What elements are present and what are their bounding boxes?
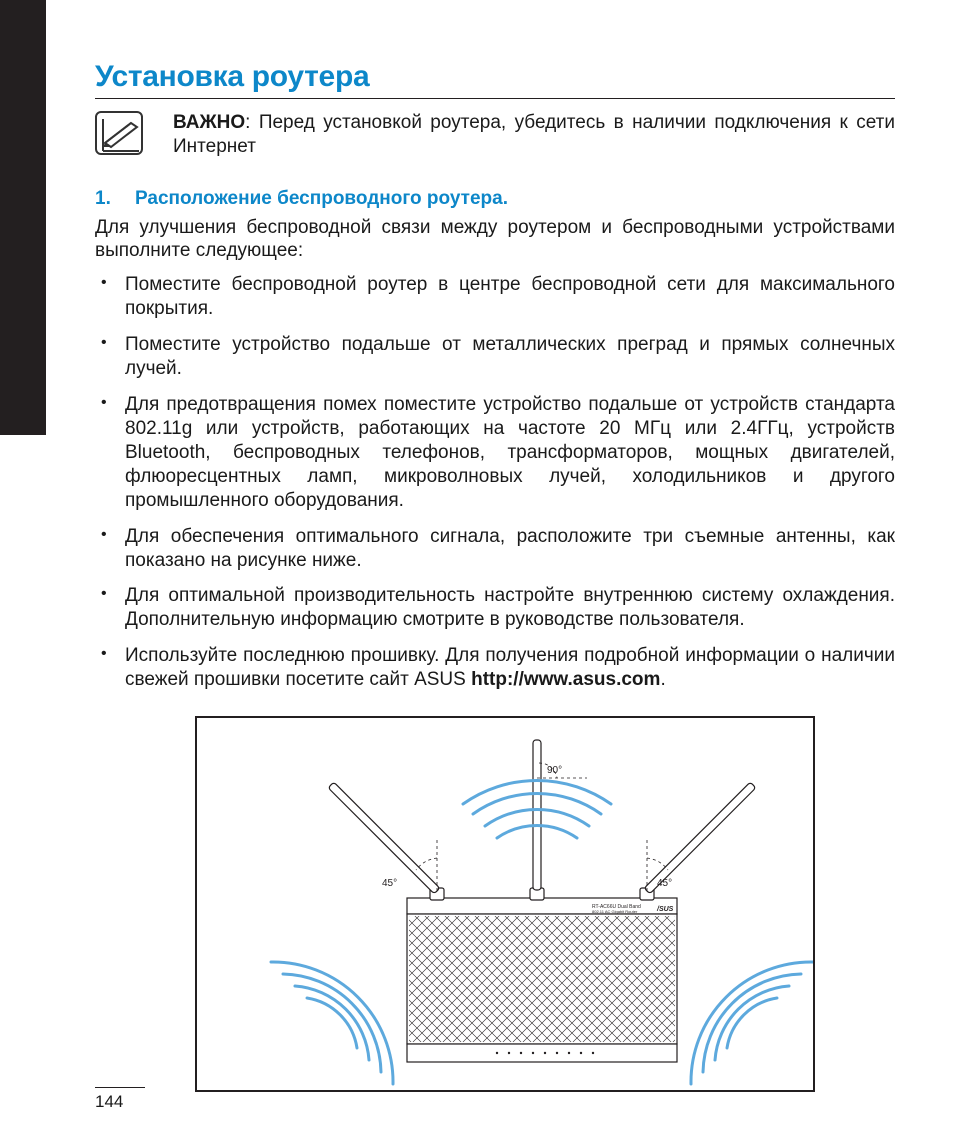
- bullet-list: Поместите беспроводной роутер в центре б…: [95, 273, 895, 692]
- important-note: ВАЖНО: Перед установкой роутера, убедите…: [95, 111, 895, 160]
- title-rule: [95, 98, 895, 99]
- important-text: ВАЖНО: Перед установкой роутера, убедите…: [173, 111, 895, 160]
- model-sub: 802.11 AC Gigabit Router: [592, 909, 638, 914]
- brand-label: /SUS: [656, 906, 674, 913]
- page-content: Установка роутера ВАЖНО: Перед установко…: [95, 60, 895, 1092]
- list-item: Для предотвращения помех поместите устро…: [125, 393, 895, 513]
- section-title: Расположение беспроводного роутера.: [135, 188, 508, 209]
- page-title: Установка роутера: [95, 60, 895, 94]
- angle-center: 90°: [547, 765, 562, 776]
- list-item: Поместите беспроводной роутер в центре б…: [125, 273, 895, 321]
- list-item: Поместите устройство подальше от металли…: [125, 333, 895, 381]
- angle-left: 45°: [382, 878, 397, 889]
- language-sidebar: [0, 0, 46, 435]
- asus-url: http://www.asus.com: [471, 669, 660, 690]
- list-item: Для оптимальной производительность настр…: [125, 584, 895, 632]
- list-item: Используйте последнюю прошивку. Для полу…: [125, 644, 895, 692]
- important-label: ВАЖНО: [173, 112, 245, 133]
- section-number: 1.: [95, 188, 135, 210]
- section-intro: Для улучшения беспроводной связи между р…: [95, 216, 895, 264]
- note-icon: [95, 111, 143, 155]
- section-heading: 1.Расположение беспроводного роутера.: [95, 188, 895, 210]
- important-body: : Перед установкой роутера, убедитесь в …: [173, 112, 895, 157]
- router-figure: RT-AC66U Dual Band 802.11 AC Gigabit Rou…: [195, 716, 815, 1092]
- page-number: 144: [95, 1087, 145, 1112]
- list-item: Для обеспечения оптимального сигнала, ра…: [125, 525, 895, 573]
- angle-right: 45°: [657, 878, 672, 889]
